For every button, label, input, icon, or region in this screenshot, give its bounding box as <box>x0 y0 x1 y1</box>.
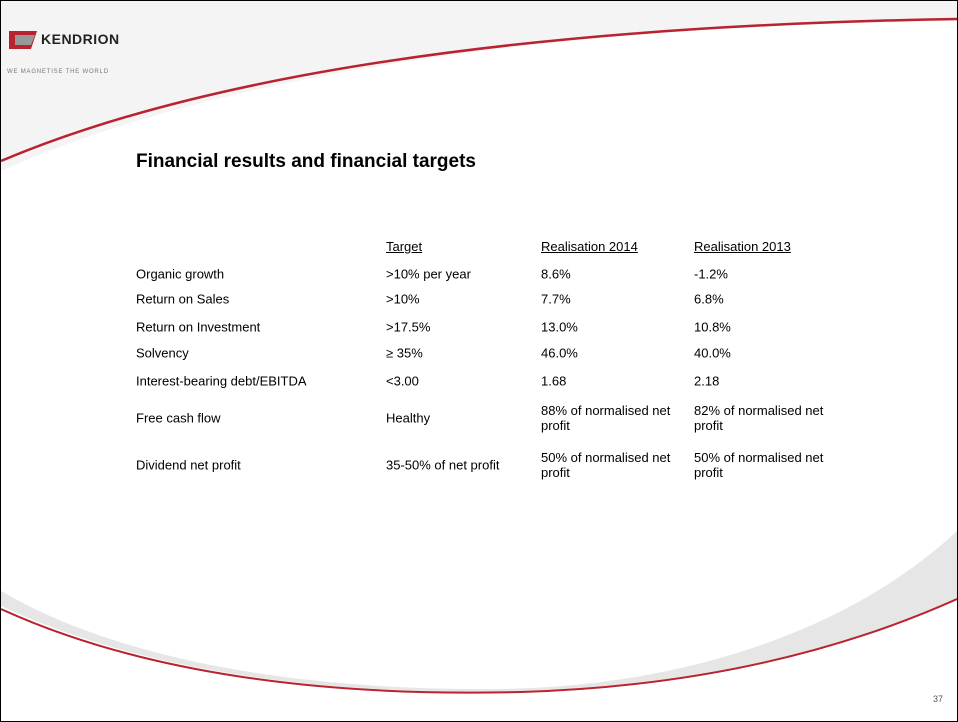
table-row: Organic growth >10% per year 8.6% -1.2% <box>1 261 957 287</box>
table-cell: 7.7% <box>541 291 571 307</box>
top-swoosh <box>1 1 957 171</box>
table-cell: <3.00 <box>386 373 419 389</box>
table-row: Return on Investment >17.5% 13.0% 10.8% <box>1 314 957 340</box>
row-label: Return on Sales <box>136 291 230 307</box>
table-cell: >10% per year <box>386 266 471 282</box>
table-row: Return on Sales >10% 7.7% 6.8% <box>1 286 957 312</box>
row-label: Free cash flow <box>136 410 221 426</box>
table-cell: 6.8% <box>694 291 724 307</box>
table-cell: 40.0% <box>694 345 731 361</box>
table-cell: >10% <box>386 291 420 307</box>
table-cell: 88% of normalised net profit <box>541 403 671 433</box>
page-number: 37 <box>932 694 943 704</box>
table-cell: 50% of normalised net profit <box>694 450 824 480</box>
table-row: Dividend net profit 35-50% of net profit 5… <box>1 445 957 485</box>
logo-mark-inner <box>15 35 35 45</box>
column-header: Target <box>386 239 423 254</box>
slide-title: Financial results and financial targets <box>136 151 476 172</box>
row-label: Return on Investment <box>136 319 261 335</box>
table-row: Free cash flow Healthy 88% of normalised n… <box>1 398 957 438</box>
table-row: Interest-bearing debt/EBITDA <3.00 1.68 2.1… <box>1 368 957 394</box>
table-row: Solvency ≥ 35% 46.0% 40.0% <box>1 340 957 366</box>
table-cell: 1.68 <box>541 373 567 389</box>
row-label: Interest-bearing debt/EBITDA <box>136 373 307 389</box>
table-cell: 2.18 <box>694 373 720 389</box>
table-cell: 8.6% <box>541 266 571 282</box>
row-label: Dividend net profit <box>136 457 241 473</box>
table-cell: 46.0% <box>541 345 578 361</box>
table-cell: -1.2% <box>694 266 728 282</box>
bottom-red-line <box>1 598 957 694</box>
tagline: WE MAGNETISE THE WORLD <box>7 69 109 75</box>
column-header: Realisation 2013 <box>694 239 791 254</box>
table-cell: ≥ 35% <box>386 345 423 361</box>
table-cell: >17.5% <box>386 319 431 335</box>
table-cell: 82% of normalised net profit <box>694 403 824 433</box>
table-cell: 50% of normalised net profit <box>541 450 671 480</box>
bottom-fill <box>1 599 957 721</box>
row-label: Organic growth <box>136 266 225 282</box>
table-cell: 13.0% <box>541 319 578 335</box>
table-cell: Healthy <box>386 410 431 426</box>
top-red-line <box>1 17 957 163</box>
row-label: Solvency <box>136 345 189 361</box>
brand: KENDRION <box>41 31 120 47</box>
table-cell: 35-50% of net profit <box>386 457 500 473</box>
column-header: Realisation 2014 <box>541 239 638 254</box>
table-cell: 10.8% <box>694 319 731 335</box>
